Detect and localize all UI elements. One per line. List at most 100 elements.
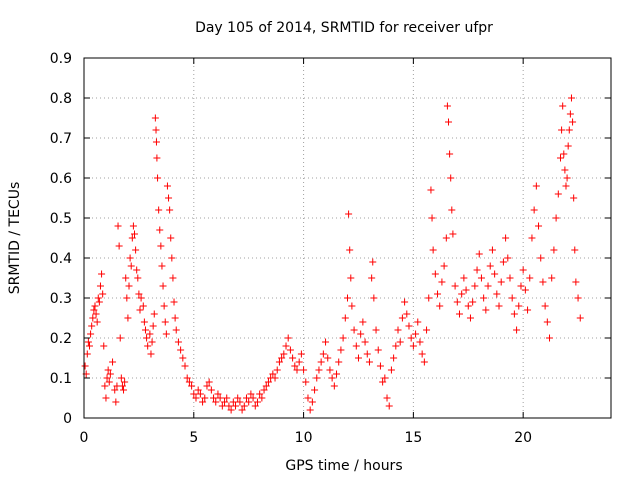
data-point	[183, 374, 191, 382]
data-point	[431, 270, 439, 278]
data-point	[242, 394, 250, 402]
data-point	[112, 398, 120, 406]
data-point	[100, 342, 108, 350]
data-point	[103, 374, 111, 382]
data-point	[162, 330, 170, 338]
data-point	[218, 402, 226, 410]
data-point	[136, 306, 144, 314]
data-point	[93, 318, 101, 326]
data-point	[493, 290, 501, 298]
data-point	[416, 338, 424, 346]
data-point	[212, 398, 220, 406]
data-point	[559, 102, 567, 110]
data-point	[401, 298, 409, 306]
data-point	[147, 350, 155, 358]
data-point	[537, 254, 545, 262]
data-point	[328, 374, 336, 382]
data-point	[188, 382, 196, 390]
data-point	[284, 334, 292, 342]
data-point	[570, 194, 578, 202]
data-point	[363, 350, 371, 358]
data-point	[471, 282, 479, 290]
y-tick-label: 0.1	[50, 371, 72, 387]
data-point	[168, 254, 176, 262]
data-point	[223, 394, 231, 402]
data-point	[291, 362, 299, 370]
data-point	[428, 214, 436, 222]
data-point	[94, 294, 102, 302]
data-point	[240, 402, 248, 410]
data-point	[558, 126, 566, 134]
data-point	[370, 294, 378, 302]
data-point	[273, 366, 281, 374]
data-point	[466, 314, 474, 322]
data-point	[207, 386, 215, 394]
data-point	[105, 378, 113, 386]
data-point	[161, 318, 169, 326]
x-tick-label: 20	[514, 430, 532, 446]
data-point	[229, 398, 237, 406]
data-point	[122, 274, 130, 282]
data-point	[449, 230, 457, 238]
data-point	[247, 390, 255, 398]
data-point	[528, 234, 536, 242]
data-point	[319, 350, 327, 358]
data-point	[221, 398, 229, 406]
data-point	[562, 182, 570, 190]
data-point	[379, 378, 387, 386]
data-point	[469, 298, 477, 306]
data-point	[339, 334, 347, 342]
data-point	[451, 282, 459, 290]
data-point	[427, 186, 435, 194]
data-point	[346, 246, 354, 254]
data-point	[414, 318, 422, 326]
data-point	[443, 102, 451, 110]
data-point	[519, 266, 527, 274]
data-point	[216, 394, 224, 402]
data-point	[566, 110, 574, 118]
data-point	[146, 330, 154, 338]
data-point	[152, 126, 160, 134]
data-point	[576, 314, 584, 322]
data-point	[192, 394, 200, 402]
y-tick-label: 0.7	[50, 131, 72, 147]
data-point	[488, 246, 496, 254]
data-point	[123, 294, 131, 302]
data-point	[203, 382, 211, 390]
data-point	[171, 314, 179, 322]
data-point	[149, 322, 157, 330]
data-point	[126, 254, 134, 262]
y-tick-label: 0.3	[50, 291, 72, 307]
data-point	[567, 94, 575, 102]
data-point	[143, 334, 151, 342]
data-point	[300, 366, 308, 374]
data-point	[308, 398, 316, 406]
data-point	[326, 366, 334, 374]
data-point	[532, 182, 540, 190]
data-point	[541, 302, 549, 310]
data-point	[539, 278, 547, 286]
data-point	[148, 338, 156, 346]
data-point	[264, 378, 272, 386]
data-point	[99, 290, 107, 298]
data-point	[565, 126, 573, 134]
y-tick-label: 0	[63, 411, 72, 427]
data-point	[262, 382, 270, 390]
data-point	[106, 370, 114, 378]
data-point	[445, 118, 453, 126]
plot-frame	[83, 57, 612, 419]
data-point	[455, 310, 463, 318]
data-point	[88, 322, 96, 330]
data-point	[560, 150, 568, 158]
data-point	[133, 266, 141, 274]
data-point	[271, 374, 279, 382]
data-point	[127, 262, 135, 270]
data-point	[117, 374, 125, 382]
data-point	[447, 174, 455, 182]
data-point	[374, 346, 382, 354]
x-tick-label: 10	[295, 430, 313, 446]
data-point	[482, 306, 490, 314]
data-point	[405, 322, 413, 330]
data-point	[348, 302, 356, 310]
